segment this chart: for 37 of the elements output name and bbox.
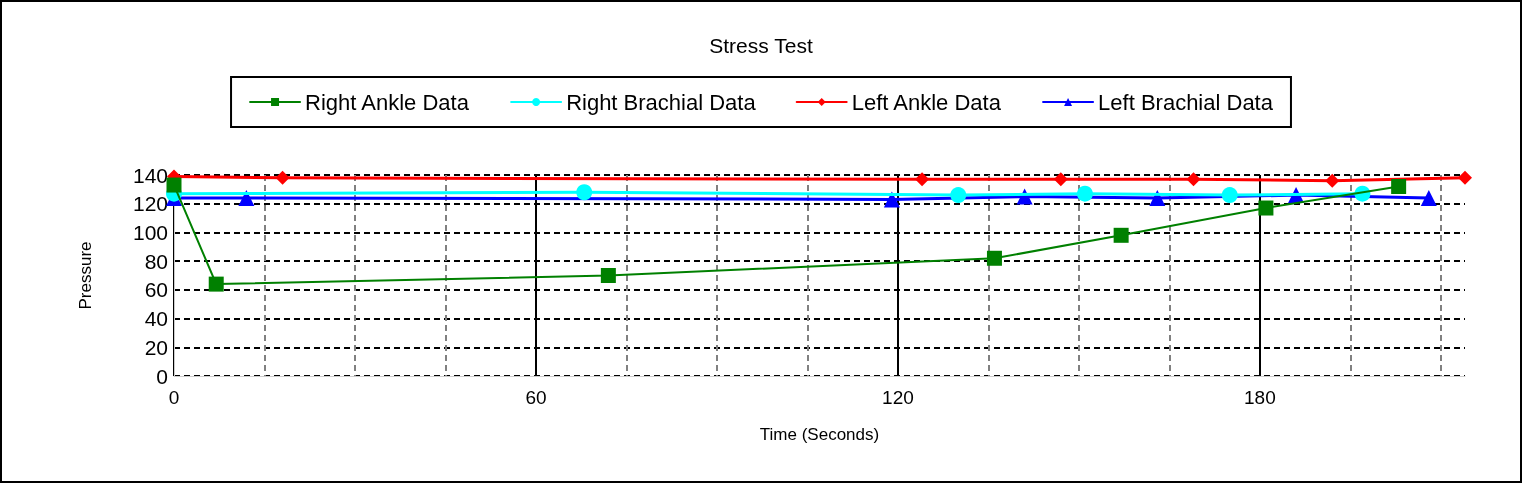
y-tick-label: 100 <box>132 220 168 244</box>
point <box>576 184 593 201</box>
legend-label: Right Ankle Data <box>305 89 470 115</box>
y-tick-label: 40 <box>144 307 168 331</box>
point <box>1420 189 1437 206</box>
point <box>1391 178 1407 194</box>
point <box>1258 200 1274 216</box>
point <box>1221 187 1238 204</box>
x-axis-title: Time (Seconds) <box>759 425 880 444</box>
point <box>986 250 1002 266</box>
point <box>950 187 967 204</box>
point <box>275 170 290 185</box>
y-axis-title: Pressure <box>76 241 95 310</box>
point <box>1053 172 1068 187</box>
point <box>208 276 224 292</box>
point <box>1186 172 1201 187</box>
x-tick-label: 60 <box>525 387 547 408</box>
y-tick-label: 80 <box>144 249 168 273</box>
legend-label: Left Brachial Data <box>1098 89 1274 115</box>
y-tick-label: 60 <box>144 278 168 302</box>
point <box>1325 173 1340 188</box>
point <box>1113 227 1129 243</box>
point <box>600 268 616 283</box>
x-tick-label: 180 <box>1244 387 1276 408</box>
point <box>1458 170 1472 185</box>
point <box>915 172 930 187</box>
x-tick-label: 120 <box>882 387 914 408</box>
y-tick-label: 140 <box>132 163 168 187</box>
y-tick-label: 0 <box>156 364 168 388</box>
chart-title: Stress Test <box>709 34 813 57</box>
point <box>166 177 182 193</box>
legend-label: Left Ankle Data <box>851 89 1002 115</box>
y-tick-label: 20 <box>144 335 168 359</box>
point <box>1076 185 1093 202</box>
y-tick-label: 120 <box>132 192 168 216</box>
point <box>238 189 255 206</box>
legend-label: Right Brachial Data <box>566 89 757 115</box>
